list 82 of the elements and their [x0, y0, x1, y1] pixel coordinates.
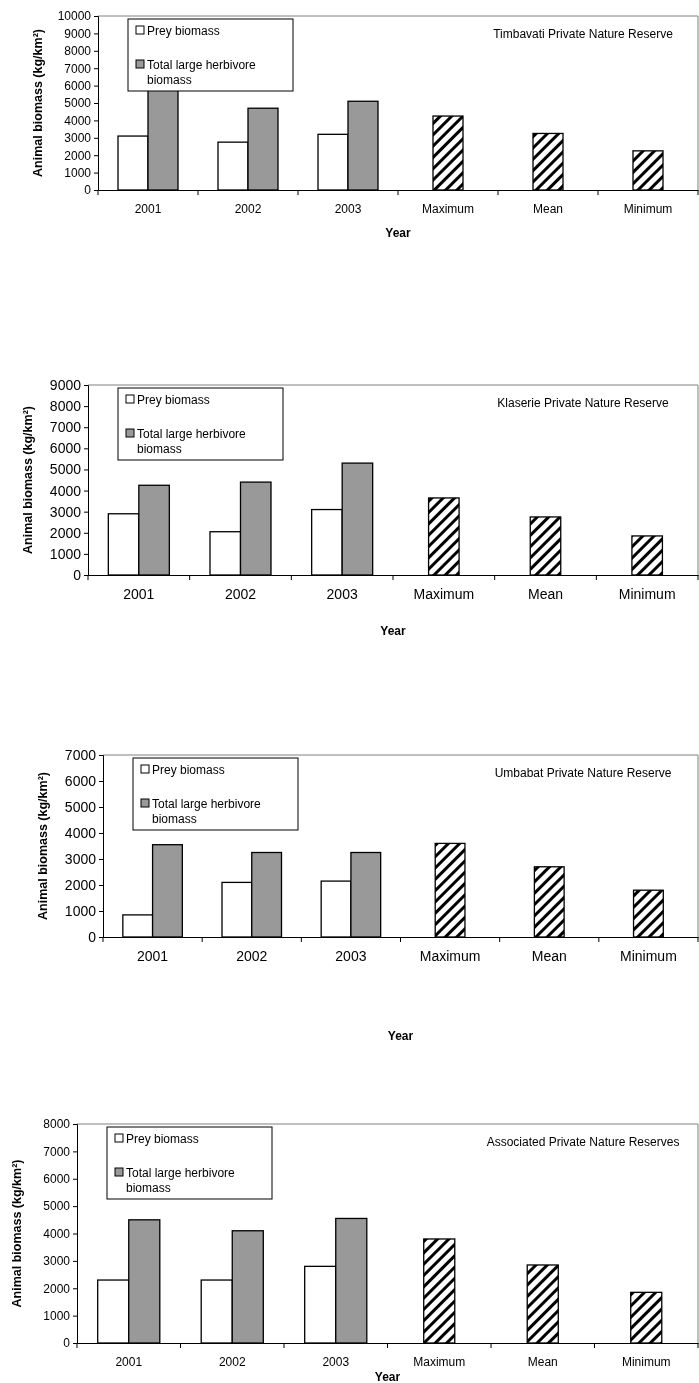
y-tick-label: 0: [73, 566, 82, 583]
x-tick-label: Minimum: [621, 1354, 671, 1369]
y-tick-label: 1000: [64, 902, 97, 919]
y-axis-title: Animal biomass (kg/km²): [31, 29, 45, 177]
y-tick-label: 0: [88, 928, 97, 945]
x-tick-label: Maximum: [421, 201, 475, 216]
x-axis-title: Year: [387, 1029, 414, 1043]
x-tick-label: 2001: [137, 947, 169, 964]
legend-label: Prey biomass: [147, 24, 220, 38]
y-tick-label: 1000: [43, 1308, 71, 1323]
y-tick-label: 5000: [43, 1199, 71, 1214]
y-tick-label: 4000: [49, 482, 82, 499]
y-tick-label: 3000: [49, 503, 82, 520]
y-tick-label: 9000: [49, 376, 82, 393]
y-tick-label: 4000: [43, 1226, 71, 1241]
y-axis-title: Animal biomass (kg/km²): [10, 1159, 24, 1308]
y-tick-label: 2000: [49, 524, 82, 541]
x-tick-label: Minimum: [623, 201, 673, 216]
x-tick-label: 2002: [218, 1354, 246, 1369]
text: Timbavati Private Nature Reserve: [493, 27, 674, 41]
y-tick-label: 6000: [64, 772, 97, 789]
x-tick-label: Mean: [532, 201, 564, 216]
x-tick-label: 2001: [123, 585, 155, 602]
x-tick-label: 2002: [234, 201, 262, 216]
y-tick-label: 3000: [64, 850, 97, 867]
y-tick-label: 8000: [64, 44, 92, 59]
x-tick-label: Minimum: [618, 585, 676, 602]
y-tick-label: 4000: [64, 113, 92, 128]
x-tick-label: Mean: [531, 947, 567, 964]
y-tick-label: 6000: [49, 440, 82, 457]
x-axis-title: Year: [374, 1370, 401, 1383]
y-tick-label: 7000: [64, 61, 92, 76]
y-tick-label: 1000: [49, 545, 82, 562]
x-tick-label: Maximum: [419, 947, 481, 964]
x-tick-label: Maximum: [413, 1354, 466, 1369]
y-tick-label: 7000: [43, 1144, 71, 1159]
y-tick-label: 2000: [43, 1281, 71, 1296]
x-tick-label: 2003: [335, 947, 367, 964]
y-tick-label: 5000: [49, 461, 82, 478]
y-tick-label: 5000: [64, 798, 97, 815]
legend-label: Total large herbivore biomass: [147, 58, 257, 87]
x-tick-label: 2002: [224, 585, 257, 602]
legend-label: Prey biomass: [152, 763, 225, 777]
x-tick-label: 2002: [236, 947, 268, 964]
y-tick-label: 9000: [64, 26, 92, 41]
y-tick-label: 5000: [64, 96, 92, 111]
x-tick-label: Minimum: [620, 947, 677, 964]
text: Umbabat Private Nature Reserve: [494, 766, 672, 780]
x-tick-label: Maximum: [413, 585, 475, 602]
legend-label: Total large herbivore biomass: [126, 1166, 236, 1195]
y-axis-title: Animal biomass (kg/km²): [21, 406, 35, 554]
x-tick-label: 2003: [334, 201, 362, 216]
y-tick-label: 2000: [64, 148, 92, 163]
y-tick-label: 0: [84, 183, 92, 198]
y-tick-label: 6000: [43, 1172, 71, 1187]
y-tick-label: 7000: [64, 746, 97, 763]
x-tick-label: 2001: [115, 1354, 143, 1369]
y-tick-label: 3000: [43, 1254, 71, 1269]
legend-label: Prey biomass: [126, 1132, 199, 1146]
x-tick-label: 2003: [326, 585, 358, 602]
y-tick-label: 0: [63, 1336, 71, 1351]
text: Associated Private Nature Reserves: [486, 1135, 680, 1149]
y-tick-label: 8000: [49, 398, 82, 415]
x-tick-label: Mean: [527, 585, 564, 602]
y-tick-label: 7000: [49, 419, 82, 436]
x-axis-title: Year: [380, 624, 407, 638]
y-tick-label: 6000: [64, 78, 92, 93]
y-axis-title: Animal biomass (kg/km²): [36, 772, 50, 920]
y-tick-label: 8000: [43, 1117, 71, 1132]
x-tick-label: 2001: [134, 201, 162, 216]
x-axis-title: Year: [385, 226, 412, 240]
y-tick-label: 4000: [64, 824, 97, 841]
legend-label: Total large herbivore biomass: [137, 427, 247, 456]
text: Klaserie Private Nature Reserve: [497, 396, 670, 410]
y-tick-label: 2000: [64, 876, 97, 893]
x-tick-label: 2003: [322, 1354, 350, 1369]
legend-label: Total large herbivore biomass: [152, 797, 262, 826]
y-tick-label: 10000: [57, 9, 92, 24]
y-tick-label: 1000: [64, 165, 92, 180]
x-tick-label: Mean: [527, 1354, 558, 1369]
legend-label: Prey biomass: [137, 393, 210, 407]
y-tick-label: 3000: [64, 131, 92, 146]
